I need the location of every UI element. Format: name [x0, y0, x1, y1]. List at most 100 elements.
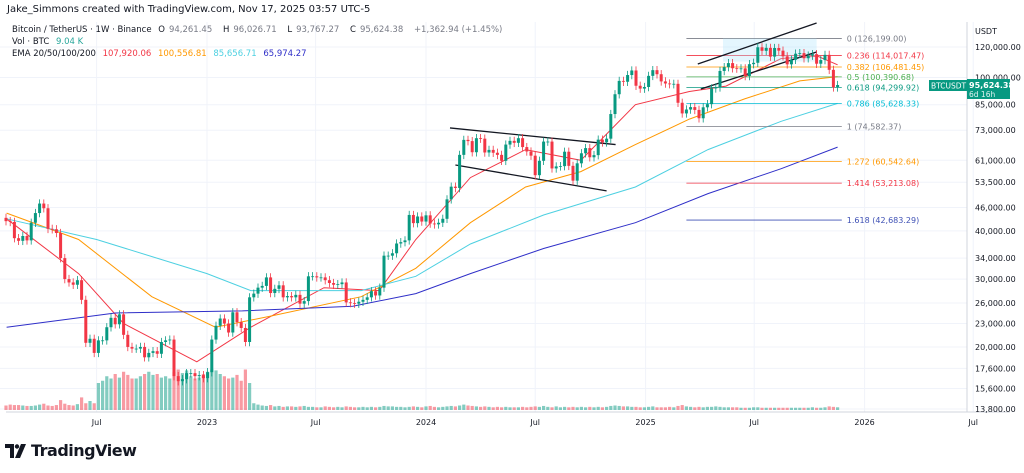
- volume-bar: [54, 405, 58, 410]
- high-value: 96,026.71: [233, 25, 277, 35]
- volume-bar: [827, 406, 831, 410]
- candle: [483, 134, 487, 157]
- volume-bar: [340, 407, 344, 410]
- candle-body: [227, 323, 231, 333]
- candle-body: [798, 53, 802, 54]
- candle: [647, 71, 651, 92]
- candle-body: [252, 293, 256, 298]
- symbol-title[interactable]: Bitcoin / TetherUS · 1W · Binance: [12, 25, 152, 35]
- candle: [600, 135, 604, 147]
- candle: [550, 137, 554, 173]
- volume-bar: [319, 407, 323, 410]
- candle: [67, 274, 71, 287]
- change-value: +1,362.94 (+1.45%): [413, 25, 503, 35]
- volume-bar: [344, 406, 348, 410]
- fib-retracement[interactable]: 0 (126,199.00) 0.236 (114,017.47) 0.382 (1…: [686, 35, 924, 225]
- candle: [575, 159, 579, 185]
- candle: [609, 109, 613, 143]
- candle: [739, 64, 743, 73]
- candle-body: [508, 140, 512, 145]
- candle-body: [420, 216, 424, 222]
- candle-body: [445, 199, 449, 219]
- candle: [105, 323, 109, 345]
- candle: [88, 334, 92, 348]
- candle: [290, 291, 294, 302]
- candle: [101, 336, 105, 345]
- candle: [495, 148, 499, 160]
- candle: [17, 234, 21, 246]
- candle: [235, 308, 239, 327]
- candle: [613, 90, 617, 119]
- candle-body: [638, 85, 642, 89]
- candle: [718, 66, 722, 92]
- candle-body: [735, 68, 739, 70]
- volume-bar: [445, 406, 449, 410]
- candle-body: [563, 151, 567, 167]
- candle-body: [474, 138, 478, 153]
- volume-bar: [180, 373, 184, 410]
- candle: [537, 156, 541, 180]
- candle-body: [432, 223, 436, 225]
- volume-bar: [676, 405, 680, 410]
- volume-bar: [617, 405, 621, 410]
- trendline-channel-2025-upper: [697, 22, 817, 65]
- candle: [54, 225, 58, 238]
- volume-bar: [378, 406, 382, 410]
- ema-label[interactable]: EMA 20/50/100/200: [12, 49, 96, 59]
- volume-bar: [193, 378, 197, 410]
- candle-body: [760, 47, 764, 51]
- candle-body: [407, 214, 411, 241]
- time-axis[interactable]: Jul 2023 Jul 2024 Jul 2025 Jul 2026 Jul: [91, 418, 978, 427]
- candle-body: [290, 296, 294, 298]
- volume-bar: [130, 378, 134, 410]
- fib-level-label: 0 (126,199.00): [847, 35, 907, 44]
- candle-body: [634, 70, 638, 86]
- candle-body: [584, 148, 588, 154]
- price-tick: 13,800.00: [975, 405, 1016, 414]
- volume-row: Vol · BTC 9.04 K: [12, 36, 506, 48]
- low-value: 93,767.27: [296, 25, 340, 35]
- volume-bar: [487, 406, 491, 410]
- candle: [353, 298, 357, 308]
- volume-bar: [542, 405, 546, 410]
- volume-bar: [689, 406, 693, 410]
- price-axis[interactable]: USDT 120,000.00 100,000.00 85,000.00 73,000…: [975, 27, 1021, 414]
- candle-body: [424, 215, 428, 222]
- candle-body: [256, 287, 260, 294]
- volume-bar: [424, 406, 428, 410]
- candle-body: [88, 338, 92, 343]
- volume-bar: [462, 404, 466, 410]
- tradingview-logo[interactable]: TradingView: [5, 441, 137, 460]
- volume-bar: [802, 407, 806, 410]
- ema200-value: 65,974.27: [263, 49, 307, 59]
- candle-body: [285, 296, 289, 298]
- candle: [722, 63, 726, 76]
- volume-bar: [437, 407, 441, 410]
- price-tick: 34,000.00: [975, 254, 1016, 263]
- candle: [96, 336, 100, 358]
- candle-body: [487, 149, 491, 153]
- candle-body: [710, 88, 714, 105]
- candle: [222, 314, 226, 328]
- candle-body: [428, 215, 432, 224]
- last-price-value: 95,624.38: [969, 81, 1014, 90]
- candle: [319, 273, 323, 282]
- candle-body: [327, 280, 331, 284]
- candle: [794, 49, 798, 64]
- volume-bar: [285, 406, 289, 410]
- candle-body: [588, 148, 592, 158]
- volume-label[interactable]: Vol · BTC: [12, 37, 50, 47]
- candle: [411, 210, 415, 228]
- volume-bar: [743, 407, 747, 410]
- candle: [512, 136, 516, 148]
- volume-bar: [512, 407, 516, 410]
- candle: [525, 142, 529, 156]
- candle-body: [315, 276, 319, 278]
- candle-body: [382, 255, 386, 288]
- candle: [71, 278, 75, 289]
- candle: [281, 281, 285, 302]
- volume-bar: [294, 406, 298, 410]
- candle-body: [101, 340, 105, 342]
- volume-bar: [96, 383, 100, 410]
